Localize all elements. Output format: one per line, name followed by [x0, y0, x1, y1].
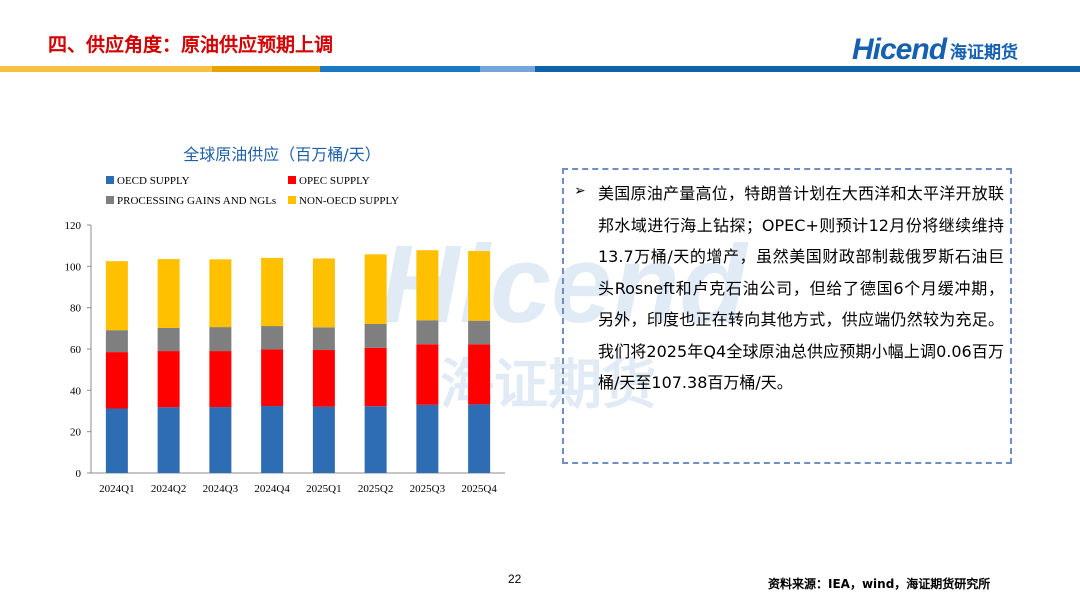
bar-segment	[157, 351, 180, 408]
source-note: 资料来源：IEA，wind，海证期货研究所	[768, 577, 991, 591]
chart-title: 全球原油供应（百万桶/天）	[183, 145, 380, 164]
x-tick-label: 2025Q4	[461, 483, 497, 495]
legend-label: OPEC SUPPLY	[299, 175, 370, 187]
bar-segment	[416, 404, 439, 473]
stripe-segment-1	[0, 66, 212, 72]
stripe-segment-4	[480, 66, 535, 72]
legend-swatch	[106, 176, 114, 184]
x-tick-label: 2024Q3	[203, 483, 239, 495]
x-tick-label: 2025Q2	[358, 483, 393, 495]
bar-segment	[157, 407, 180, 473]
bar-segment	[416, 320, 439, 345]
legend-label: NON-OECD SUPPLY	[299, 195, 399, 207]
y-tick-label: 0	[76, 468, 82, 480]
bar-segment	[209, 351, 232, 408]
bar-segment	[416, 250, 439, 321]
y-tick-label: 40	[70, 385, 82, 397]
company-logo: Hicend 海证期货	[852, 30, 1018, 70]
bar-segment	[364, 347, 387, 407]
commentary-box: ➢ 美国原油产量高位，特朗普计划在大西洋和太平洋开放联邦水域进行海上钻探；OPE…	[562, 168, 1012, 464]
bar-segment	[312, 406, 335, 473]
x-tick-label: 2025Q1	[306, 483, 341, 495]
y-tick-label: 120	[65, 220, 82, 232]
bar-segment	[209, 327, 232, 352]
legend-swatch	[288, 196, 296, 204]
y-tick-label: 80	[70, 303, 82, 315]
bar-segment	[468, 251, 491, 321]
bar-segment	[261, 257, 284, 327]
x-tick-label: 2024Q1	[99, 483, 134, 495]
commentary-text: 美国原油产量高位，特朗普计划在大西洋和太平洋开放联邦水域进行海上钻探；OPEC+…	[598, 184, 1004, 392]
bar-segment	[157, 259, 180, 328]
legend-swatch	[106, 196, 114, 204]
bar-segment	[364, 254, 387, 324]
legend-label: PROCESSING GAINS AND NGLs	[117, 195, 276, 207]
bar-segment	[209, 407, 232, 473]
bar-segment	[157, 327, 180, 352]
bar-segment	[468, 344, 491, 405]
y-tick-label: 60	[70, 344, 82, 356]
supply-chart: 全球原油供应（百万桶/天） OECD SUPPLY OPEC SUPPLY PROCE…	[65, 145, 505, 495]
bar-segment	[105, 330, 128, 353]
bar-segment	[105, 352, 128, 409]
bar-segment	[364, 323, 387, 348]
bar-segment	[209, 259, 232, 328]
bar-segment	[261, 406, 284, 473]
logo-text-en: Hicend	[852, 33, 947, 66]
stripe-segment-5	[535, 66, 1080, 72]
bar-segment	[261, 349, 284, 407]
x-tick-label: 2025Q3	[410, 483, 446, 495]
bar-segment	[261, 326, 284, 350]
bar-segment	[416, 344, 439, 405]
x-tick-label: 2024Q4	[254, 483, 290, 495]
bar-segment	[364, 406, 387, 473]
bar-segment	[312, 327, 335, 351]
page-number: 22	[508, 572, 522, 586]
legend-swatch	[288, 176, 296, 184]
bar-segment	[312, 258, 335, 328]
bar-segment	[468, 404, 491, 473]
y-tick-label: 100	[65, 261, 82, 273]
bar-segment	[105, 408, 128, 473]
page-title: 四、供应角度：原油供应预期上调	[48, 34, 334, 56]
bullet-arrow-icon: ➢	[574, 183, 586, 199]
stripe-segment-3	[320, 66, 480, 72]
legend-label: OECD SUPPLY	[117, 175, 190, 187]
bar-segment	[312, 350, 335, 407]
bar-segment	[468, 320, 491, 345]
logo-text-cn: 海证期货	[950, 42, 1019, 63]
stripe-segment-2	[212, 66, 320, 72]
x-tick-label: 2024Q2	[151, 483, 186, 495]
y-tick-label: 20	[70, 427, 82, 439]
bar-segment	[105, 261, 128, 331]
